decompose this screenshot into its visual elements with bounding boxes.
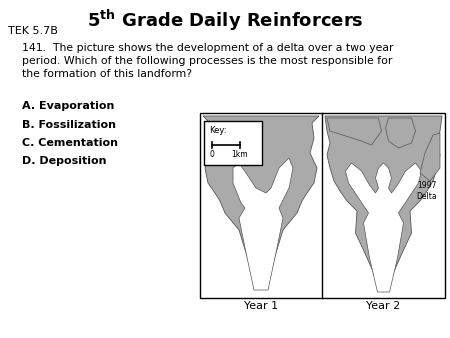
Text: C. Cementation: C. Cementation (22, 138, 118, 148)
Polygon shape (203, 116, 319, 290)
Text: Key:: Key: (209, 126, 226, 135)
Polygon shape (386, 118, 415, 148)
Text: 1997
Delta: 1997 Delta (416, 181, 437, 201)
Text: 1km: 1km (232, 150, 248, 159)
Text: B. Fossilization: B. Fossilization (22, 120, 116, 130)
Bar (200, 113, 445, 298)
Text: $\mathbf{5}^{\mathbf{th}}$ Grade Daily Reinforcers: $\mathbf{5}^{\mathbf{th}}$ Grade Daily R… (87, 8, 363, 33)
Polygon shape (327, 118, 382, 145)
Text: A. Evaporation: A. Evaporation (22, 101, 114, 111)
Text: 0: 0 (210, 150, 215, 159)
Text: Year 1: Year 1 (244, 301, 278, 311)
Bar (204, 121, 262, 165)
Polygon shape (325, 116, 442, 292)
Polygon shape (233, 158, 293, 290)
Text: TEK 5.7B: TEK 5.7B (8, 26, 58, 36)
Text: D. Deposition: D. Deposition (22, 156, 107, 166)
Text: Year 2: Year 2 (366, 301, 400, 311)
Text: 141.  The picture shows the development of a delta over a two year
period. Which: 141. The picture shows the development o… (22, 43, 393, 79)
Polygon shape (346, 163, 422, 292)
Polygon shape (420, 133, 440, 181)
